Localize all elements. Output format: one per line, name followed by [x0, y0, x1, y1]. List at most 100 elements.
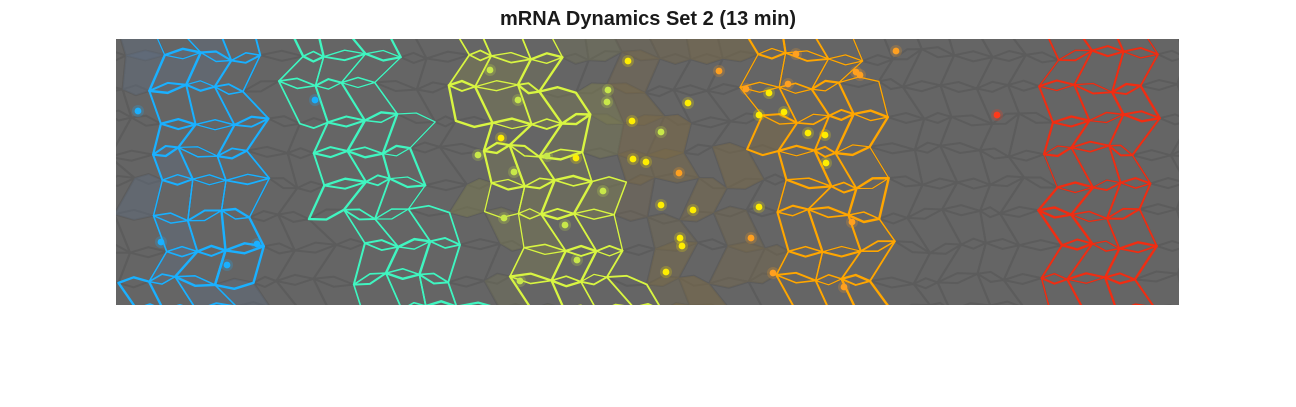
- nucleus-dot: [603, 98, 611, 106]
- stripe-4-cell: [808, 17, 864, 66]
- expression-tint-cell: [573, 176, 627, 220]
- nucleus-dot: [642, 158, 650, 166]
- stripe-5-cell: [1068, 11, 1125, 58]
- expression-tint-cell: [539, 114, 591, 160]
- nucleus-dot: [755, 203, 763, 211]
- stripe-1-outline: [115, 18, 271, 350]
- nucleus-dot: [784, 80, 792, 88]
- tissue-image-svg: [75, 11, 1228, 353]
- background-cell: [779, 17, 831, 62]
- expression-tint-cell: [484, 207, 524, 251]
- stripe-5-cell: [1105, 177, 1152, 220]
- expression-tint-cell: [647, 213, 698, 251]
- expression-tint-cell: [582, 14, 622, 62]
- nucleus-dot: [676, 234, 684, 242]
- expression-tint-cell: [647, 114, 691, 159]
- nucleus-dot: [742, 85, 750, 93]
- expression-tint-cell: [484, 273, 532, 314]
- nucleus-dot: [510, 168, 518, 176]
- expression-tint-cell: [509, 145, 555, 189]
- nucleus-dot: [514, 96, 522, 104]
- expression-tint-cell: [646, 240, 698, 287]
- nucleus-dot: [486, 66, 494, 74]
- nucleus-dot: [780, 108, 788, 116]
- background-cell: [938, 114, 994, 155]
- nucleus-dot: [822, 159, 830, 167]
- nucleus-dot: [856, 71, 864, 79]
- figure-title: mRNA Dynamics Set 2 (13 min): [499, 8, 796, 30]
- nucleus-dot: [497, 134, 505, 142]
- background-cell: [976, 270, 1026, 313]
- nucleus-dot: [755, 111, 763, 119]
- background-cell: [868, 276, 932, 316]
- nucleus-dot: [678, 242, 686, 250]
- nucleus-dot: [769, 269, 777, 277]
- nucleus-dot: [689, 206, 697, 214]
- expression-tint-cell: [153, 213, 198, 257]
- tissue-image: [75, 11, 1228, 353]
- nucleus-dot: [848, 218, 856, 226]
- background-cell: [274, 273, 333, 321]
- expression-tint-cell: [541, 175, 592, 219]
- nucleus-dot: [604, 86, 612, 94]
- stripe-5-cell: [1104, 272, 1156, 316]
- expression-tint-cell: [518, 208, 566, 255]
- background-cell: [1169, 111, 1221, 158]
- expression-tint-cell: [647, 148, 700, 183]
- nucleus-dot: [573, 256, 581, 264]
- nucleus-dot: [311, 96, 319, 104]
- nucleus-dot: [629, 155, 637, 163]
- nucleus-dot: [474, 151, 482, 159]
- nuclei-dots-layer: [132, 45, 1003, 293]
- expression-tint-cell: [149, 48, 201, 93]
- stripe-4-cell: [840, 273, 896, 322]
- background-cell: [970, 19, 1028, 63]
- nucleus-dot: [892, 47, 900, 55]
- expression-tint-cell: [614, 174, 655, 221]
- expression-tint-cell: [607, 50, 660, 94]
- stripe-1-cell: [216, 147, 271, 186]
- nucleus-dot: [500, 214, 508, 222]
- nucleus-dot: [684, 99, 692, 107]
- expression-tint-cell: [617, 115, 665, 160]
- expression-tint-cell: [475, 80, 532, 129]
- background-cell: [1176, 272, 1217, 317]
- expression-tint-cell: [607, 83, 665, 126]
- expression-tint-cell: [114, 174, 163, 220]
- background-cell: [942, 14, 995, 63]
- expression-tint-cell: [709, 242, 765, 288]
- nucleus-dot: [993, 111, 1001, 119]
- expression-tint-cell: [617, 149, 655, 185]
- nucleus-dot: [134, 107, 142, 115]
- expression-tint-cell: [582, 114, 624, 159]
- nucleus-dot: [804, 129, 812, 137]
- nucleus-dot: [792, 50, 800, 58]
- nucleus-dot: [599, 187, 607, 195]
- nucleus-dot: [223, 261, 231, 269]
- nucleus-dot: [516, 277, 524, 285]
- expression-tint-cell: [518, 178, 555, 219]
- nucleus-dot: [765, 89, 773, 97]
- nucleus-dot: [157, 238, 165, 246]
- expression-tint-cell: [449, 178, 492, 218]
- nucleus-dot: [821, 131, 829, 139]
- expression-tint-cell: [517, 83, 562, 129]
- expression-tint-cell: [483, 143, 525, 190]
- background-cell: [115, 303, 165, 348]
- stripe-4-cell: [779, 17, 830, 62]
- nucleus-dot: [572, 154, 580, 162]
- expression-tint-cell: [748, 244, 789, 284]
- nucleus-dot: [715, 67, 723, 75]
- stripe-1-cell: [115, 303, 165, 348]
- nucleus-dot: [561, 221, 569, 229]
- background-cell: [1169, 15, 1221, 62]
- nucleus-dot: [628, 117, 636, 125]
- expression-tint-cell: [576, 83, 624, 125]
- nucleus-dot: [253, 240, 261, 248]
- nucleus-dot: [657, 201, 665, 209]
- nucleus-dot: [662, 268, 670, 276]
- nucleus-dot: [543, 152, 551, 160]
- expression-tint-cell: [678, 275, 734, 315]
- nucleus-dot: [675, 169, 683, 177]
- nucleus-dot: [747, 234, 755, 242]
